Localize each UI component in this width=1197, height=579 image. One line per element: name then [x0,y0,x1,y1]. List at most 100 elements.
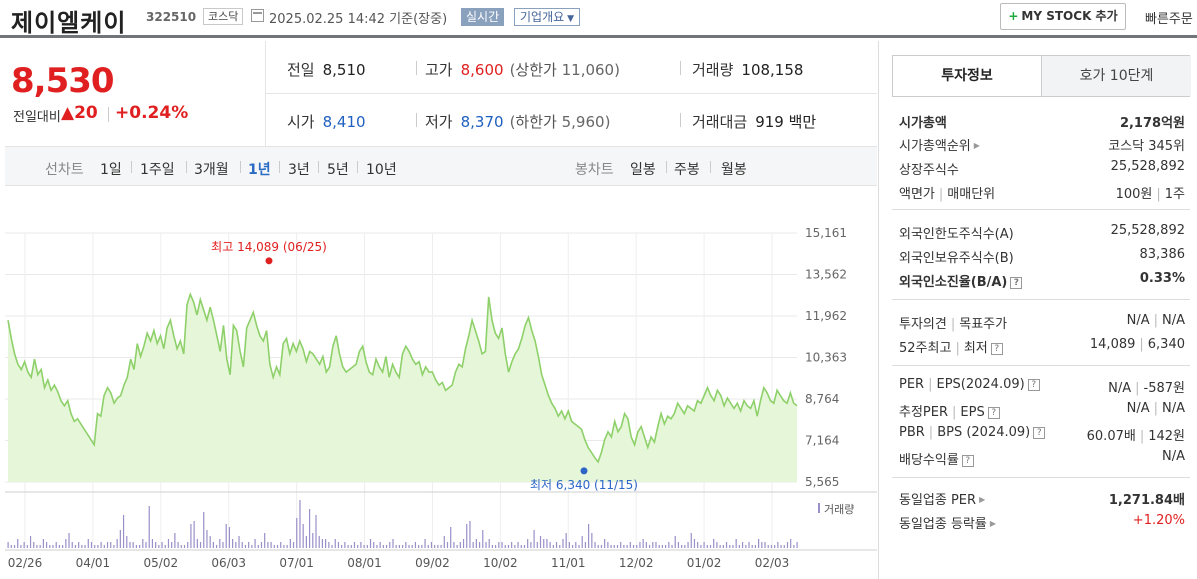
volume-bar [453,542,455,548]
help-icon[interactable]: ? [987,407,1000,419]
foreign-ratio-row: 외국인소진율(B/A)? 0.33% [899,271,1185,290]
period-5y[interactable]: 5년 [327,162,349,178]
x-tick-label: 02/26 [8,556,43,570]
volume-bar [719,545,721,548]
volume-bar [129,542,131,548]
tab-order-book[interactable]: 호가 10단계 [1042,56,1191,96]
period-10y[interactable]: 10년 [366,162,397,178]
help-icon[interactable]: ? [990,343,1003,355]
divider [892,209,1190,210]
volume-bar [629,542,631,548]
volume-bar [376,545,378,548]
price-chart[interactable]: 15,161 13,562 11,962 10,363 8,764 7,164 5,565 0… [5,190,877,579]
volume-bar [639,542,641,548]
volume-bar [289,539,291,548]
volume-bar [421,545,423,548]
max-marker [265,257,273,265]
volume-bar [555,542,558,548]
volume-bar [408,545,410,548]
volume-bar [171,542,173,548]
period-3m[interactable]: 3개월 [194,162,229,178]
period-1d[interactable]: 1일 [100,162,122,178]
volume-bar [337,542,340,548]
volume-bar [119,530,121,548]
price-line [7,292,798,464]
divider [416,113,417,127]
volume-bar [507,545,510,548]
volume-bar [588,524,590,548]
volume-bar [23,542,25,548]
market-cap-rank-row[interactable]: 시가총액순위 ▶ 코스닥 345위 [899,139,1185,154]
help-icon[interactable]: ? [961,455,974,467]
volume-bar [562,539,564,548]
help-icon[interactable]: ? [1027,379,1040,391]
volume-bar [581,536,583,548]
volume-bar [520,545,522,548]
period-3y[interactable]: 3년 [288,162,310,178]
volume-bar [642,539,644,548]
volume-bar [613,545,615,548]
add-my-stock-button[interactable]: + MY STOCK 추가 [1000,3,1126,30]
sector-per-row[interactable]: 동일업종 PER ▶ 1,271.84배 [899,493,1185,508]
period-1y[interactable]: 1년 [248,162,271,178]
volume-bar [405,542,407,548]
volume-bar [142,539,144,548]
help-icon[interactable]: ? [1033,427,1046,439]
company-overview-dropdown[interactable]: 기업개요 ▼ [514,8,581,26]
volume-bar [283,545,285,548]
candle-weekly[interactable]: 주봉 [674,162,700,178]
volume-bar [257,545,259,548]
volume-bar [155,542,157,548]
volume-bar [363,545,365,548]
y-tick-label: 10,363 [805,351,847,365]
volume-bar [62,545,64,548]
candle-monthly[interactable]: 월봉 [721,162,747,178]
volume-bar [693,539,696,548]
volume-bar [549,542,551,548]
volume-bar [238,536,240,548]
est-per-row: 추정PER | EPS? N/A | N/A [899,401,1185,420]
divider [416,61,417,75]
volume-bar [81,545,83,548]
volume-bar [546,539,548,548]
y-tick-label: 8,764 [805,392,839,406]
volume-bar [292,542,295,548]
volume-bar [584,542,587,548]
sector-change-row[interactable]: 동일업종 등락률 ▶ +1.20% [899,513,1185,532]
volume-bar [539,536,542,548]
volume-bar [68,533,70,548]
realtime-badge[interactable]: 실시간 [461,8,505,26]
volume-bar [276,545,279,548]
help-icon[interactable]: ? [1010,277,1023,289]
volume-bar [764,542,766,548]
volume-bar [385,545,388,548]
volume-bar [424,539,426,548]
volume-bar [199,542,202,548]
volume-bar [530,542,532,548]
line-chart-label: 선차트 [45,162,84,178]
volume-bar [382,545,384,548]
tab-investment-info[interactable]: 투자정보 [893,56,1042,96]
quick-order-link[interactable]: 빠른주문 [1145,12,1193,27]
volume-bar [222,542,224,548]
volume-bar [132,542,134,548]
volume-bar [193,521,195,548]
candle-daily[interactable]: 일봉 [630,162,656,178]
volume-bar [437,545,439,548]
max-annotation: 최고 14,089 (06/25) [211,240,327,254]
x-tick-label: 08/01 [347,556,382,570]
volume-bar [665,545,667,548]
volume-bar [648,545,651,548]
quote-datetime: 2025.02.25 14:42 기준(장중) [269,12,448,27]
volume-bar [456,545,458,548]
x-tick-label: 06/03 [211,556,246,570]
period-1w[interactable]: 1주일 [140,162,175,178]
volume-bar [591,533,593,548]
volume-bar [472,542,474,548]
calendar-icon [251,9,264,22]
volume-bar [395,545,397,548]
volume-bar [232,539,234,548]
volume-bar [729,545,731,548]
volume-bar [780,545,782,548]
volume-bar [74,545,77,548]
